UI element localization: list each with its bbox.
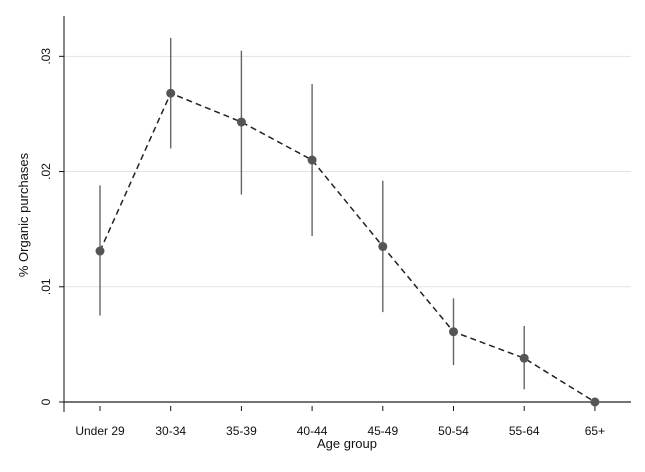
x-tick-label-3: 40-44 — [297, 424, 328, 438]
x-tick-label-5: 50-54 — [438, 424, 469, 438]
x-axis-ticks: Under 29 30-34 35-39 40-44 45-49 50-54 55-64 65… — [75, 406, 605, 438]
x-axis-title: Age group — [317, 436, 377, 451]
x-tick-label-6: 55-64 — [509, 424, 540, 438]
y-axis-ticks: 0 .01 .02 .03 — [39, 48, 64, 405]
x-tick-label-4: 45-49 — [367, 424, 398, 438]
y-tick-label-3: .03 — [39, 48, 53, 65]
data-points — [95, 88, 600, 407]
data-point-0 — [95, 246, 105, 256]
y-tick-label-2: .02 — [39, 163, 53, 180]
x-tick-label-0: Under 29 — [75, 424, 125, 438]
x-tick-label-7: 65+ — [585, 424, 605, 438]
data-point-5 — [449, 327, 458, 337]
y-tick-label-1: .01 — [39, 278, 53, 295]
data-point-1 — [166, 88, 176, 98]
data-point-6 — [519, 353, 529, 363]
grid-lines — [64, 55, 631, 288]
x-tick-label-1: 30-34 — [155, 424, 186, 438]
y-tick-label-0: 0 — [39, 398, 53, 405]
series-line — [99, 92, 596, 403]
y-axis-title: % Organic purchases — [16, 152, 31, 277]
data-point-3 — [307, 155, 317, 165]
data-point-4 — [378, 241, 388, 251]
data-point-2 — [236, 117, 246, 127]
data-point-7 — [590, 397, 600, 407]
x-tick-label-2: 35-39 — [226, 424, 257, 438]
